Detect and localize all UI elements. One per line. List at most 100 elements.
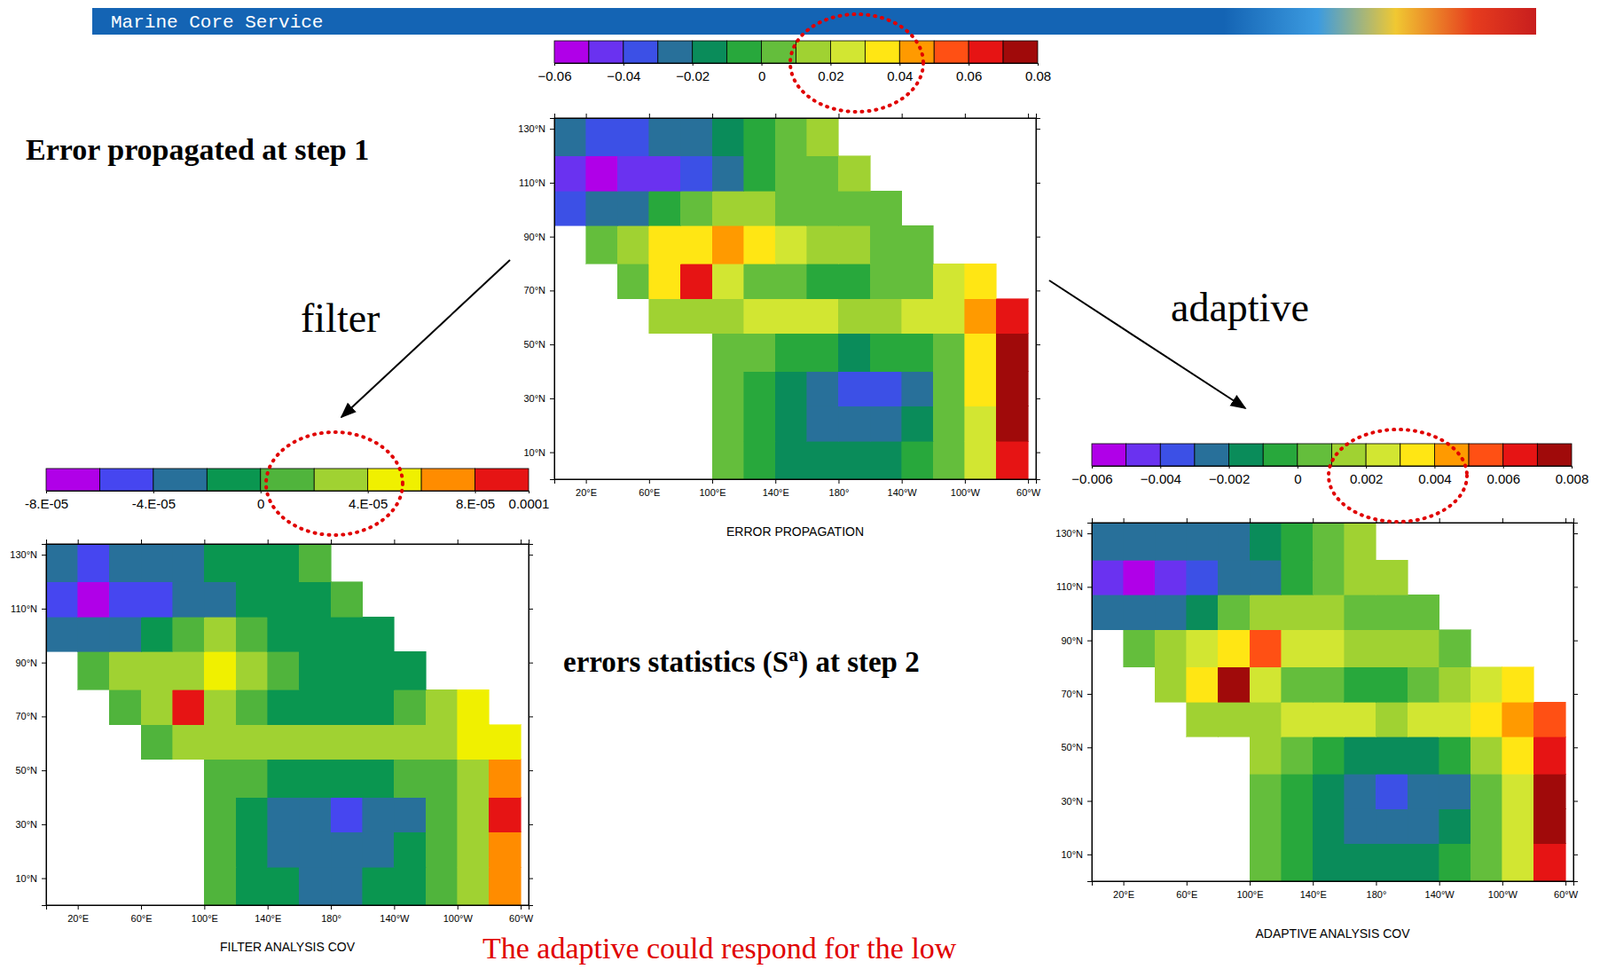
cells (46, 543, 521, 905)
x-axis-tick-label: 100°E (698, 486, 726, 498)
cell (78, 543, 110, 582)
colorbar-box (1434, 443, 1469, 466)
colorbar-box (554, 40, 589, 63)
colorbar-box (1400, 443, 1436, 466)
cell (1375, 629, 1408, 667)
cell (617, 190, 650, 226)
plot-background (46, 543, 529, 905)
cell (1154, 629, 1187, 667)
colorbar-box (1537, 443, 1572, 466)
cell (1502, 808, 1535, 844)
y-axis-tick-label: 70°N (523, 284, 546, 296)
y-axis-tick-mark (41, 608, 47, 610)
colorbar-box (968, 40, 1004, 63)
y-axis-tick-label: 90°N (523, 231, 546, 243)
x-axis-tick: 60°E (638, 478, 660, 498)
cell (1470, 773, 1503, 808)
cell (362, 866, 395, 905)
cell (933, 406, 965, 441)
cell (1249, 594, 1282, 629)
cell (1407, 666, 1440, 702)
x-axis-top (47, 539, 530, 545)
x-axis-tick-mark (141, 904, 142, 910)
cell (1344, 522, 1377, 560)
y-axis: 10°N30°N50°N70°N90°N110°N130°N (9, 544, 47, 906)
y-axis-right-tick-mark (1035, 290, 1041, 291)
y-axis-right-tick (1035, 344, 1041, 346)
colorbar-axis-tick-label: −0.04 (606, 68, 641, 84)
y-axis-line (41, 544, 48, 906)
label: adaptive (1170, 284, 1310, 330)
map-caption: FILTER ANALYSIS COV (219, 939, 356, 954)
cell (1281, 559, 1314, 595)
colorbar-box (153, 468, 207, 491)
colorbar-box (1194, 443, 1230, 466)
x-axis-top (1092, 517, 1575, 524)
cell (46, 581, 79, 617)
y-axis-right-tick (1573, 693, 1578, 695)
colorbar-axis-tick-mark (368, 490, 369, 494)
x-axis-tick-label: 100°W (443, 912, 474, 924)
cell (933, 371, 965, 407)
cell (1249, 559, 1282, 595)
cell (267, 616, 300, 651)
y-axis-right-tick (1573, 800, 1578, 802)
colorbar-box (830, 40, 865, 63)
slide: Marine Core ServiceError propagated at s… (0, 0, 1600, 969)
cell (554, 156, 587, 191)
cell (649, 156, 682, 191)
label: filter (300, 295, 380, 341)
cell (1375, 843, 1408, 881)
x-axis-top-tick-mark (141, 539, 142, 544)
cell (235, 724, 268, 760)
cell (838, 371, 871, 407)
cell (1407, 773, 1440, 808)
colorbar-axis-tick-mark (899, 62, 901, 66)
colorbar-axis-tick-label: 0.08 (1025, 68, 1051, 84)
colorbar-axis-line (47, 491, 530, 495)
x-axis-tick-label: 60°W (509, 912, 534, 924)
colorbar-axis-tick-label: 0.0001 (509, 495, 550, 511)
colorbar-box (1262, 443, 1298, 466)
y-axis-right-tick (528, 823, 534, 825)
colorbar-axis-tick-mark (260, 490, 262, 494)
cell (617, 225, 650, 264)
colorbar-axis-tick-mark (1091, 465, 1093, 469)
cell (1281, 736, 1314, 774)
x-axis-tick: 60°W (1553, 880, 1579, 900)
cell (203, 831, 236, 867)
x-axis-tick-mark (330, 904, 332, 910)
map-panel: 20°E60°E100°E140°E180°140°W100°W60°W10°N… (9, 468, 550, 954)
highlight-ellipse (790, 14, 924, 112)
colorbar-box (623, 40, 659, 63)
colorbar-axis-tick-mark (1571, 465, 1573, 469)
colorbar-axis-tick: 0 (758, 62, 766, 84)
y-axis-right-tick (1035, 236, 1041, 238)
x-axis-top-tick (330, 539, 332, 544)
x-axis-top-line (555, 113, 1037, 119)
y-axis-tick: 10°N (523, 447, 555, 458)
colorbar-box (1160, 443, 1195, 466)
y-axis-right-tick (1573, 586, 1578, 588)
cell (1281, 808, 1314, 844)
y-axis-line (1087, 523, 1093, 882)
cell (141, 724, 173, 760)
x-axis-top-tick (1186, 517, 1188, 523)
cell (1249, 843, 1282, 881)
colorbar-axis-tick-mark (1434, 465, 1436, 469)
colorbar-axis-tick: −0.002 (1208, 465, 1250, 487)
cell (298, 616, 331, 651)
cell (330, 831, 363, 867)
highlight-ellipse (1328, 429, 1467, 522)
x-axis-tick-mark (1186, 880, 1188, 886)
plot-background (1091, 522, 1574, 881)
cell (1217, 522, 1250, 560)
colorbar-axis-tick: 0.08 (1025, 62, 1051, 84)
cell (330, 759, 363, 798)
cell (203, 581, 236, 617)
cell (298, 759, 331, 798)
colorbar-box (1229, 443, 1264, 466)
cell (298, 689, 331, 724)
cell (46, 543, 79, 582)
cell (330, 616, 363, 651)
